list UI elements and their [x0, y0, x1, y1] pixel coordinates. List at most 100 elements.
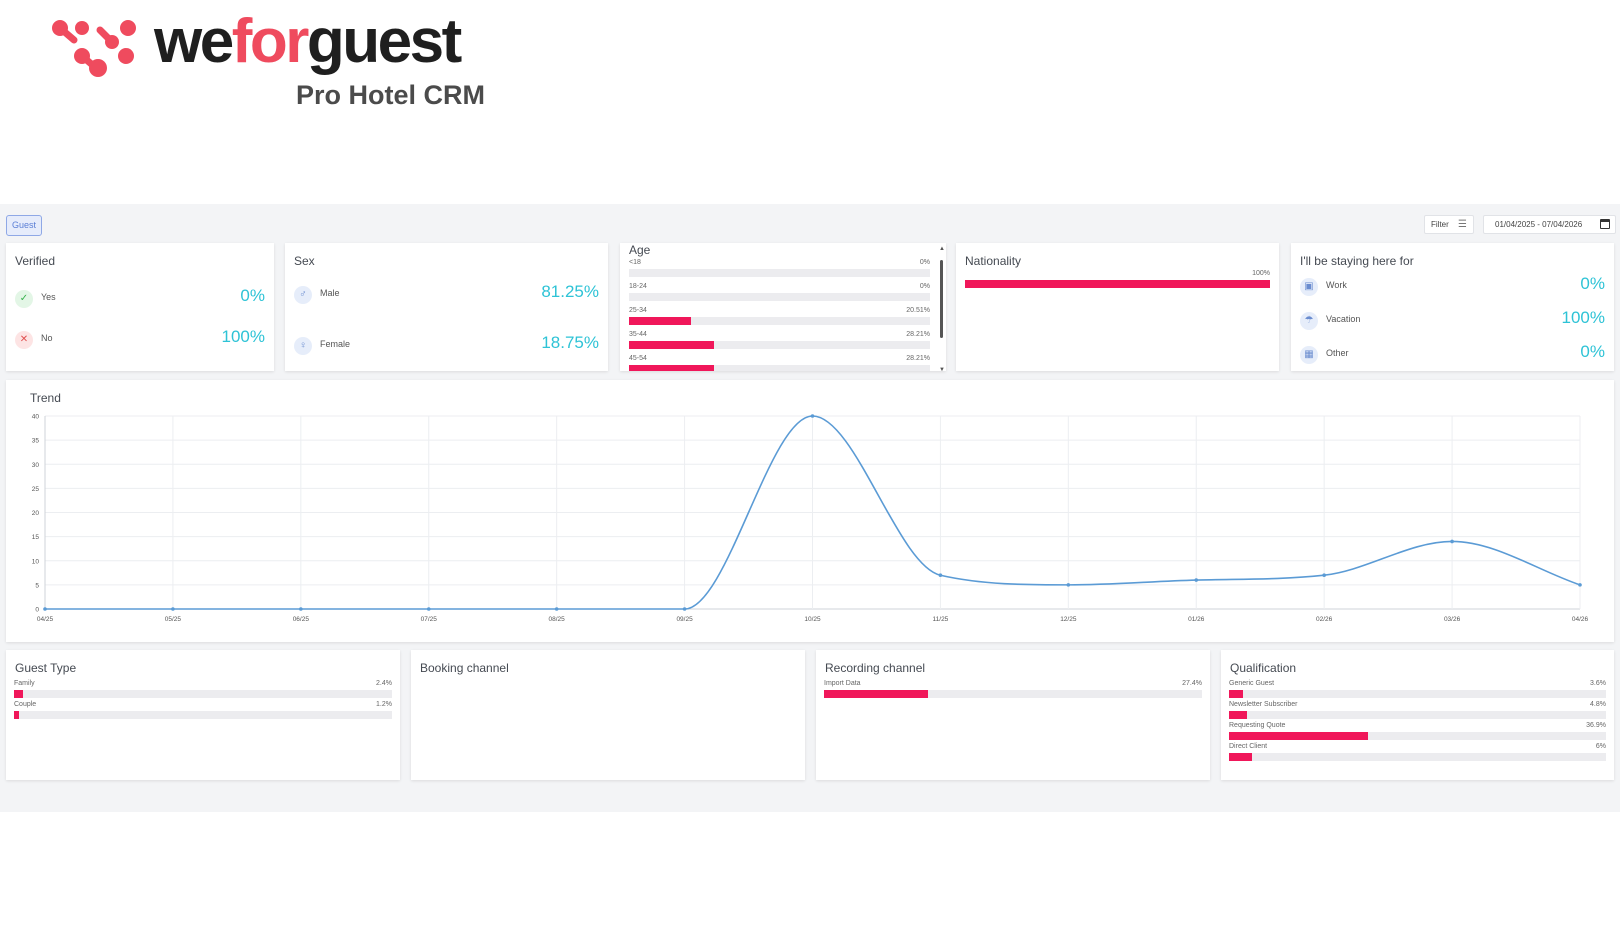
y-tick-label: 5	[35, 582, 39, 589]
scroll-up-icon[interactable]: ▲	[939, 246, 945, 252]
stat-row-yes: ✓ Yes 0%	[15, 286, 265, 309]
bar-percent: 28.21%	[906, 355, 930, 362]
stat-row-work: ▣ Work 0%	[1300, 274, 1605, 297]
bar-fill	[1229, 753, 1252, 761]
sliders-icon: ☰	[1458, 219, 1467, 230]
stat-row-female: ♀ Female 18.75%	[294, 333, 599, 356]
umbrella-icon: ☂	[1300, 312, 1318, 330]
stat-row-vacation: ☂ Vacation 100%	[1300, 308, 1605, 331]
x-tick-label: 09/25	[676, 616, 693, 623]
x-tick-label: 05/25	[165, 616, 182, 623]
chart-title: Trend	[30, 391, 61, 405]
x-tick-label: 03/26	[1444, 616, 1461, 623]
bar-label: Newsletter Subscriber	[1229, 701, 1298, 708]
sex-card: Sex ♂ Male 81.25% ♀ Female 18.75%	[285, 243, 608, 371]
y-tick-label: 25	[32, 486, 40, 493]
qualification-card: Qualification Generic Guest 3.6% Newslette…	[1221, 650, 1614, 780]
date-range-value: 01/04/2025 - 07/04/2026	[1495, 220, 1583, 229]
bar-fill	[1229, 690, 1243, 698]
bar-row: Family 2.4%	[14, 680, 392, 702]
bar-track	[629, 341, 930, 349]
card-title: I'll be staying here for	[1300, 254, 1414, 268]
stat-value: 0%	[240, 286, 265, 305]
bar-row: Couple 1.2%	[14, 701, 392, 723]
bar-label: Couple	[14, 701, 37, 708]
bar-label: 35-44	[629, 331, 647, 338]
bar-row: Direct Client 6%	[1229, 743, 1606, 765]
bar-track	[14, 690, 392, 698]
brand-name: weforguest	[154, 7, 462, 76]
bar-row: 18-24 0%	[629, 283, 930, 305]
bar-track	[824, 690, 1202, 698]
stat-label: Male	[320, 288, 340, 298]
scroll-down-icon[interactable]: ▼	[939, 367, 945, 371]
bar-track	[14, 711, 392, 719]
trend-data-point	[171, 607, 175, 611]
stat-value: 18.75%	[541, 333, 599, 352]
bar-fill	[824, 690, 928, 698]
bar-label: 25-34	[629, 307, 647, 314]
bar-track	[629, 269, 930, 277]
booking-channel-card: Booking channel	[411, 650, 805, 780]
bar-row: Generic Guest 3.6%	[1229, 680, 1606, 702]
card-title: Sex	[294, 254, 315, 268]
stat-label: Vacation	[1326, 314, 1361, 324]
bar-label: Generic Guest	[1229, 680, 1275, 687]
y-tick-label: 30	[32, 462, 40, 469]
bar-percent: 2.4%	[376, 680, 392, 687]
bar-track	[965, 280, 1270, 288]
age-scrollbar[interactable]: ▲ ▼	[939, 246, 945, 371]
scroll-thumb[interactable]	[940, 260, 943, 338]
bar-track	[629, 317, 930, 325]
bar-fill	[965, 280, 1270, 288]
tab-guest[interactable]: Guest	[6, 215, 43, 236]
filter-label: Filter	[1431, 220, 1449, 229]
bar-percent: 4.8%	[1590, 701, 1606, 708]
trend-data-point	[1578, 583, 1582, 587]
bar-label: Requesting Quote	[1229, 722, 1286, 729]
bar-row: <18 0%	[629, 259, 930, 281]
trend-card: Trend 0 5 10 15 20 25 30 35 40 04/25 05/25 06/25 07/…	[6, 380, 1614, 642]
bar-percent: 100%	[1252, 270, 1270, 277]
recording-channel-card: Recording channel Import Data 27.4%	[816, 650, 1210, 780]
check-icon: ✓	[15, 290, 33, 308]
stat-label: Work	[1326, 280, 1347, 290]
stat-value: 0%	[1580, 274, 1605, 293]
bar-percent: 6%	[1595, 743, 1606, 750]
x-tick-label: 06/25	[293, 616, 310, 623]
bar-row: 35-44 28.21%	[629, 331, 930, 353]
card-title: Verified	[15, 254, 56, 268]
bar-percent: 1.2%	[376, 701, 392, 708]
bar-fill	[14, 711, 19, 719]
bar-track	[1229, 690, 1606, 698]
filter-button[interactable]: Filter ☰	[1424, 215, 1474, 234]
stat-row-no: ✕ No 100%	[15, 327, 265, 350]
y-tick-label: 0	[35, 607, 39, 614]
stat-value: 100%	[221, 327, 265, 346]
bar-row: 100%	[965, 270, 1270, 292]
y-tick-label: 10	[32, 558, 40, 565]
calendar-icon	[1600, 219, 1610, 229]
brand-subtitle: Pro Hotel CRM	[296, 80, 485, 110]
card-title: Qualification	[1230, 661, 1297, 675]
x-tick-label: 12/25	[1060, 616, 1077, 623]
trend-chart: Trend 0 5 10 15 20 25 30 35 40 04/25 05/25 06/25 07/…	[30, 391, 1589, 623]
trend-data-point	[1066, 583, 1071, 587]
bar-label: 18-24	[629, 283, 647, 290]
bar-percent: 3.6%	[1590, 680, 1606, 687]
x-tick-label: 07/25	[421, 616, 438, 623]
bar-label: 45-54	[629, 355, 647, 362]
bar-fill	[629, 341, 714, 349]
bar-label: <18	[629, 259, 641, 266]
trend-data-point	[1450, 539, 1454, 544]
y-tick-label: 15	[32, 534, 40, 541]
stat-value: 100%	[1561, 308, 1605, 327]
y-tick-label: 20	[32, 510, 40, 517]
calendar-icon: ▦	[1300, 346, 1318, 364]
age-card: Age <18 0% 18-24 0% 25-34 20.51% 35-44 28.21% 45…	[620, 243, 946, 371]
card-title: Age	[629, 243, 651, 257]
bar-fill	[629, 365, 714, 371]
bar-row: Requesting Quote 36.9%	[1229, 722, 1606, 744]
date-range-picker[interactable]: 01/04/2025 - 07/04/2026	[1483, 215, 1616, 234]
bar-track	[1229, 753, 1606, 761]
